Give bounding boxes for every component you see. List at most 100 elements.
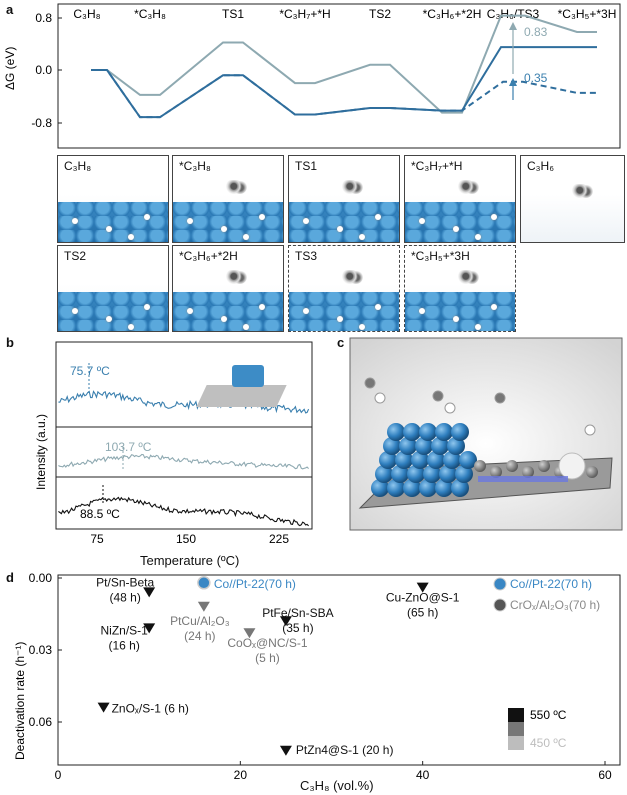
hydrogen-atom: [72, 218, 78, 224]
barrier-label-high: 0.83: [524, 25, 548, 39]
legend-co-pt: Co//Pt-22(70 h): [510, 577, 592, 591]
co-atom-11: [455, 465, 473, 483]
legend-swatch-450: [508, 736, 524, 750]
adsorbate-molecule: [341, 180, 363, 194]
energy-state-label-4: TS2: [369, 7, 391, 21]
gas-molecule-atom-3: [444, 402, 456, 414]
legend-temp-450: 450 ºC: [530, 736, 567, 750]
deact-ytick-0: 0.00: [29, 571, 53, 585]
deact-xtick-3: 60: [598, 768, 612, 782]
co-atom-0: [371, 479, 389, 497]
deact-point-7: [279, 745, 292, 756]
adsorbate-molecule: [225, 180, 247, 194]
energy-ylabel: ΔG (eV): [3, 47, 17, 90]
tpd-chart: Intensity (a.u.) 75.7 ºC 103.7 ºC 88.5 º…: [34, 341, 313, 546]
legend-cr-marker: [493, 598, 507, 612]
tpd-xlabel: Temperature (ºC): [140, 553, 240, 568]
carbon-atom-3: [522, 466, 534, 478]
carbon-atom-2: [506, 460, 518, 472]
legend-temp-550: 550 ºC: [530, 708, 567, 722]
gas-molecule-atom-0: [364, 377, 376, 389]
inset-particle: [232, 365, 264, 387]
tpd-xtick-0: 75: [90, 532, 104, 546]
hydrogen-atom: [475, 324, 481, 330]
deact-point-2: [97, 702, 110, 713]
structure-tile-label: *C₃H₅+*3H: [411, 249, 470, 263]
deact-xtick-0: 0: [55, 768, 62, 782]
hydrogen-atom: [221, 226, 227, 232]
tpd-curve-1: [58, 453, 309, 470]
deact-point-label-7: PtZn4@S-1 (20 h): [296, 743, 394, 757]
deact-point-label-4: Co//Pt-22(70 h): [214, 577, 296, 591]
co-atom-16: [443, 451, 461, 469]
panel-a-letter: a: [6, 2, 14, 17]
inset-support: [196, 385, 287, 407]
energy-series-line-0: [91, 14, 597, 114]
energy-state-label-7: *C₃H₅+*3H: [558, 7, 617, 21]
tpd-peak-label-1: 103.7 ºC: [105, 440, 152, 454]
gas-molecule-atom-1: [374, 392, 386, 404]
energy-state-label-2: TS1: [222, 7, 244, 21]
barrier-arrowhead-high: [509, 22, 517, 30]
hydrogen-atom: [337, 226, 343, 232]
structure-tile-label: TS1: [295, 159, 318, 173]
energy-state-label-0: C₃H₈: [73, 7, 100, 21]
hydrogen-atom: [375, 304, 381, 310]
deactivation-xlabel: C₃H₈ (vol.%): [300, 778, 374, 793]
energy-state-label-3: *C₃H₇+*H: [279, 7, 330, 21]
deact-ytick-1: 0.03: [29, 643, 53, 657]
structure-tile-label: TS2: [64, 249, 87, 263]
co-atom-1: [387, 479, 405, 497]
hydrogen-atom: [453, 316, 459, 322]
structure-tile-label: C₃H₆: [527, 159, 555, 173]
energy-profile-chart: ΔG (eV) 0.8 0.0 -0.8 C₃H₈ *C₃H₈ TS1 *C₃H₇+*…: [3, 3, 621, 149]
structure-tile-label: TS3: [295, 249, 318, 263]
pt-sphere: [558, 452, 586, 480]
hydrogen-atom: [72, 308, 78, 314]
tpd-ylabel: Intensity (a.u.): [34, 414, 48, 490]
co-atom-19: [399, 437, 417, 455]
co-atom-5: [451, 479, 469, 497]
deact-point-4: [197, 576, 211, 590]
tpd-curve-0: [58, 390, 310, 414]
legend-co-pt-marker: [493, 577, 507, 591]
deact-point-label-6: PtFe/Sn-SBA (35 h): [262, 606, 333, 635]
energy-state-label-6: C₃H₆/TS3: [487, 7, 540, 21]
tpd-frame-mid: [55, 426, 313, 478]
hydrogen-atom: [187, 308, 193, 314]
co-atom-22: [447, 437, 465, 455]
legend-swatch-550: [508, 708, 524, 722]
carbon-atom-1: [490, 466, 502, 478]
deact-point-label-2: ZnOₓ/S-1 (6 h): [112, 702, 189, 716]
hydrogen-atom: [106, 316, 112, 322]
adsorbate-molecule: [225, 270, 247, 284]
deactivation-chart: Deactivation rate (h⁻¹) 0.00 0.03 0.06 0 20 4…: [13, 571, 621, 782]
structure-tile-2: TS1: [288, 155, 400, 243]
co-atom-3: [419, 479, 437, 497]
structure-tile-4: C₃H₆: [520, 155, 625, 243]
deact-point-5: [243, 628, 256, 639]
structure-tile-5: TS2: [57, 245, 169, 332]
gas-molecule-atom-2: [432, 390, 444, 402]
hydrogen-atom: [106, 226, 112, 232]
energy-ytick-0: 0.8: [35, 11, 52, 25]
co-atom-12: [379, 451, 397, 469]
co-atom-13: [395, 451, 413, 469]
adsorbate-molecule: [571, 184, 593, 198]
structure-tile-8: *C₃H₅+*3H: [404, 245, 516, 332]
hydrogen-atom: [419, 218, 425, 224]
tpd-frame-bot: [55, 476, 313, 530]
co-atom-26: [435, 423, 453, 441]
co-atom-20: [415, 437, 433, 455]
hydrogen-atom: [243, 324, 249, 330]
structure-tile-label: *C₃H₈: [179, 159, 211, 173]
deactivation-frame: [57, 574, 621, 766]
deact-ytick-2: 0.06: [29, 715, 53, 729]
deactivation-ylabel: Deactivation rate (h⁻¹): [13, 642, 27, 760]
tpd-peak-label-0: 75.7 ºC: [70, 364, 110, 378]
panel-d-letter: d: [6, 570, 14, 585]
co-atom-24: [403, 423, 421, 441]
co-atom-27: [451, 423, 469, 441]
mechanism-illustration: [349, 337, 623, 531]
adsorbate-molecule: [341, 270, 363, 284]
